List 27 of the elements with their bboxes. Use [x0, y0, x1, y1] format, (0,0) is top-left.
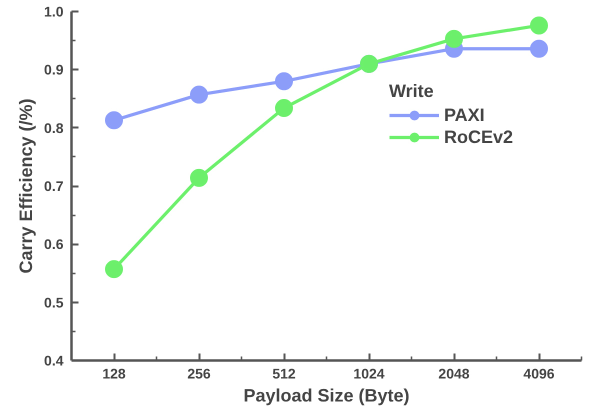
- point: [105, 111, 123, 130]
- y-tick-label: 1.0: [44, 4, 64, 20]
- y-tick-label: 0.5: [44, 294, 64, 310]
- y-tick-label: 0.8: [44, 120, 64, 136]
- point: [275, 99, 293, 118]
- x-axis-title: Payload Size (Byte): [243, 386, 410, 406]
- x-tick-label: 512: [272, 366, 296, 382]
- x-tick-label: 4096: [523, 366, 555, 382]
- point: [275, 72, 293, 90]
- x-tick-label: 1024: [353, 366, 385, 382]
- y-axis-title: Carry Efficiency (/%): [16, 98, 36, 274]
- point: [445, 30, 463, 48]
- point: [530, 40, 548, 58]
- y-tick-label: 0.7: [44, 178, 64, 194]
- legend-label: RoCEv2: [444, 126, 514, 148]
- x-tick-label: 2048: [438, 366, 470, 382]
- point: [190, 86, 208, 104]
- y-tick-label: 0.4: [44, 352, 64, 368]
- y-tick-label: 0.6: [44, 236, 64, 252]
- point: [190, 168, 208, 187]
- legend-label: PAXI: [444, 104, 485, 126]
- point: [105, 260, 123, 278]
- legend-title: Write: [389, 81, 435, 102]
- point: [530, 16, 548, 34]
- y-tick-label: 0.9: [44, 62, 64, 78]
- x-tick-label: 128: [102, 366, 126, 382]
- x-tick-label: 256: [187, 366, 211, 382]
